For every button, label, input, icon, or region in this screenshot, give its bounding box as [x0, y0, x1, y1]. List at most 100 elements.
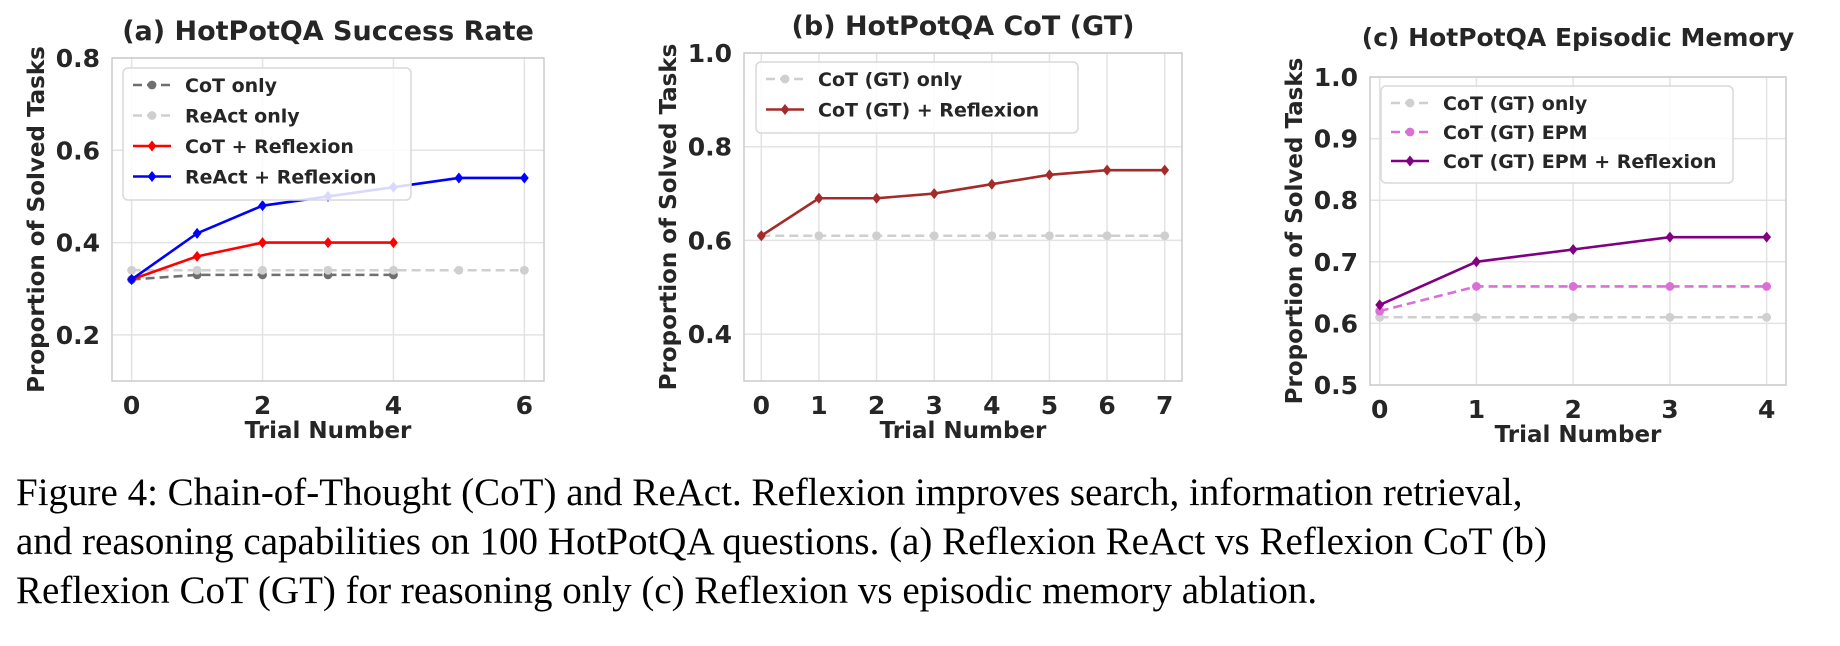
- series-cot-gt-reflexion: [756, 164, 1170, 242]
- x-tick-label: 0: [123, 391, 140, 420]
- data-point: [1375, 299, 1385, 311]
- y-axis-label: Proportion of Solved Tasks: [1282, 58, 1308, 405]
- plot-frame: [111, 57, 545, 382]
- data-point: [1762, 231, 1772, 243]
- data-point: [1665, 312, 1675, 322]
- data-point: [1045, 169, 1054, 181]
- x-tick-label: 3: [925, 391, 942, 420]
- data-point: [127, 265, 137, 275]
- data-point: [1568, 312, 1578, 322]
- chart-panel-2: 0 1 2 3 4 5 6 7 0.4 0.6 0.8 1.0 Trial Number Proporti…: [656, 11, 1183, 444]
- data-point: [258, 265, 267, 275]
- data-point: [814, 231, 824, 241]
- data-point: [1405, 127, 1415, 137]
- data-point: [1472, 282, 1481, 291]
- series-cot-gt-epm-reflexion: [1375, 231, 1772, 311]
- data-point: [323, 237, 333, 249]
- x-tick-label: 6: [1098, 391, 1115, 420]
- data-point: [127, 273, 137, 285]
- legend-label: CoT (GT) only: [1443, 93, 1588, 115]
- data-point: [389, 237, 398, 249]
- data-point: [1405, 98, 1415, 108]
- data-point: [454, 172, 464, 184]
- x-tick-label: 1: [1468, 395, 1485, 424]
- data-point: [258, 237, 267, 249]
- data-point: [1045, 231, 1054, 241]
- data-point: [1102, 231, 1112, 241]
- series-cot-gt-only: [1375, 312, 1772, 322]
- data-point: [1102, 164, 1112, 176]
- chart-title: (a) HotPotQA Success Rate: [122, 16, 534, 47]
- legend-label: CoT (GT) + Reflexion: [818, 100, 1039, 122]
- caption-line-2: and reasoning capabilities on 100 HotPot…: [16, 520, 1547, 563]
- legend: CoT (GT) only CoT (GT) EPM CoT (GT) EPM + …: [1380, 85, 1734, 184]
- data-point: [814, 192, 824, 204]
- y-tick-label: 0.9: [1314, 125, 1358, 154]
- x-tick-label: 0: [1371, 395, 1388, 424]
- y-tick-label: 0.5: [1314, 371, 1358, 400]
- legend-label: CoT (GT) EPM: [1443, 122, 1588, 144]
- figure-charts: 0 2 4 6 0.2 0.4 0.6 0.8 Trial Number Proportion o…: [24, 11, 1794, 448]
- x-tick-label: 7: [1156, 391, 1173, 420]
- data-point: [389, 265, 398, 275]
- x-axis-label: Trial Number: [245, 418, 412, 444]
- series-cot-gt-only: [756, 231, 1170, 241]
- series-cot-gt-epm: [1375, 282, 1772, 316]
- data-point: [192, 265, 202, 275]
- legend-label: CoT (GT) EPM + Reflexion: [1443, 151, 1717, 173]
- data-point: [1472, 312, 1481, 322]
- y-axis-label: Proportion of Solved Tasks: [656, 44, 682, 391]
- legend-box: [755, 61, 1079, 134]
- legend-box: [1380, 85, 1734, 184]
- legend-label: CoT only: [185, 75, 278, 97]
- chart-panel-3: 0 1 2 3 4 0.5 0.6 0.7 0.8 0.9 1.0 Trial Number Propo…: [1282, 23, 1794, 448]
- series-line: [760, 168, 1165, 237]
- data-point: [147, 171, 157, 182]
- data-point: [519, 172, 529, 184]
- data-point: [147, 140, 157, 152]
- x-tick-label: 2: [868, 391, 885, 420]
- data-point: [192, 227, 202, 239]
- data-point: [1405, 155, 1415, 167]
- data-point: [1160, 231, 1170, 241]
- y-tick-label: 0.6: [56, 136, 100, 165]
- legend-label: CoT (GT) only: [818, 69, 963, 91]
- data-point: [1568, 243, 1578, 255]
- series-react-only: [127, 265, 529, 275]
- legend-label: ReAct only: [185, 106, 300, 128]
- y-axis-label: Proportion of Solved Tasks: [24, 46, 50, 393]
- data-point: [147, 111, 157, 120]
- legend-label: ReAct + Reflexion: [185, 167, 377, 189]
- data-point: [192, 250, 202, 262]
- y-tick-label: 1.0: [1314, 63, 1358, 92]
- data-point: [1568, 282, 1578, 291]
- y-tick-label: 0.6: [1314, 309, 1358, 338]
- data-point: [1762, 282, 1772, 291]
- x-tick-label: 4: [385, 391, 402, 420]
- x-tick-label: 2: [254, 391, 271, 420]
- figure-caption: Figure 4: Chain-of-Thought (CoT) and ReA…: [16, 468, 1826, 615]
- y-tick-label: 0.4: [688, 320, 732, 349]
- x-tick-label: 4: [983, 391, 1000, 420]
- y-tick-label: 0.4: [56, 229, 100, 258]
- chart-panel-1: 0 2 4 6 0.2 0.4 0.6 0.8 Trial Number Proportion o…: [24, 16, 545, 444]
- data-point: [756, 230, 766, 242]
- data-point: [872, 231, 881, 241]
- x-tick-label: 6: [516, 391, 533, 420]
- x-tick-label: 0: [753, 391, 770, 420]
- legend: CoT (GT) only CoT (GT) + Reflexion: [755, 61, 1079, 134]
- data-point: [780, 74, 790, 84]
- x-axis-label: Trial Number: [1495, 422, 1662, 448]
- data-point: [872, 192, 881, 204]
- plot-frame: [1369, 76, 1787, 386]
- x-tick-label: 2: [1564, 395, 1581, 424]
- y-tick-label: 0.8: [688, 133, 732, 162]
- legend-box: [122, 67, 412, 201]
- data-point: [454, 265, 464, 275]
- data-point: [147, 80, 157, 90]
- data-point: [1375, 306, 1385, 316]
- x-tick-label: 1: [810, 391, 827, 420]
- chart-title: (b) HotPotQA CoT (GT): [792, 11, 1135, 42]
- data-point: [519, 265, 529, 275]
- plot-frame: [743, 52, 1183, 382]
